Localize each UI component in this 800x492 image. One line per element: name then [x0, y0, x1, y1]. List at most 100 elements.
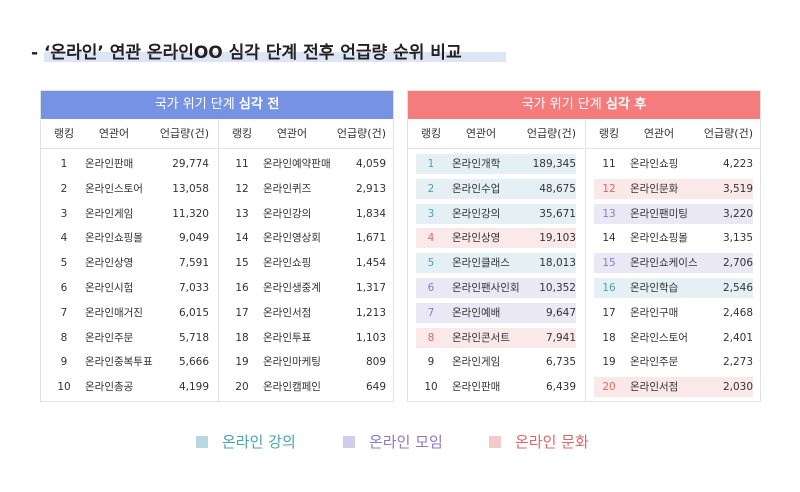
count-cell: 13,058 — [172, 182, 209, 195]
rank-cell: 17 — [602, 306, 616, 319]
count-cell: 1,213 — [355, 306, 386, 319]
count-cell: 19,103 — [539, 232, 576, 245]
count-cell: 3,135 — [722, 232, 753, 245]
header-count: 언급량(건) — [703, 127, 753, 140]
rank-cell: 13 — [235, 207, 249, 220]
panel-after-heading: 국가 위기 단계 심각 후 — [408, 91, 760, 119]
table-row: 3 온라인강의 35,671 — [416, 203, 576, 224]
count-cell: 6,439 — [545, 381, 576, 394]
word-cell: 온라인개학 — [452, 158, 501, 170]
count-cell: 3,220 — [722, 207, 753, 220]
rank-cell: 5 — [60, 257, 68, 270]
count-cell: 4,223 — [722, 158, 753, 170]
table-row: 8 온라인주문 5,718 — [49, 328, 209, 348]
word-cell: 온라인쇼핑 — [263, 257, 312, 270]
count-cell: 2,546 — [722, 281, 753, 294]
word-cell: 온라인예약판매 — [263, 158, 331, 170]
word-cell: 온라인콘서트 — [452, 331, 510, 344]
rank-cell: 7 — [427, 306, 435, 319]
table-row: 1 온라인개학 189,345 — [416, 154, 576, 174]
word-cell: 온라인서점 — [630, 381, 679, 394]
table-row: 4 온라인쇼핑몰 9,049 — [49, 228, 209, 248]
count-cell: 1,671 — [355, 232, 386, 245]
word-cell: 온라인판매 — [85, 158, 134, 170]
word-cell: 온라인게임 — [452, 356, 501, 369]
panel-after: 국가 위기 단계 심각 후 랭킹 연관어 언급량(건) 1 온라인개학 189,34… — [407, 90, 761, 402]
header-count: 언급량(건) — [159, 127, 209, 140]
table-row: 11 온라인쇼핑 4,223 — [594, 154, 753, 174]
rank-cell: 9 — [427, 356, 435, 369]
rank-cell: 7 — [60, 306, 68, 319]
rank-cell: 4 — [427, 232, 435, 245]
table-row: 16 온라인생중계 1,317 — [227, 278, 386, 298]
header-rank: 랭킹 — [53, 127, 75, 140]
table-header: 랭킹 연관어 언급량(건) — [586, 119, 761, 149]
count-cell: 2,273 — [722, 356, 753, 369]
word-cell: 온라인서점 — [263, 306, 312, 319]
rank-cell: 3 — [427, 207, 435, 220]
table-row: 6 온라인시험 7,033 — [49, 278, 209, 298]
rank-cell: 18 — [235, 331, 249, 344]
table-row: 9 온라인중복투표 5,666 — [49, 352, 209, 372]
rank-cell: 14 — [235, 232, 249, 245]
rank-cell: 17 — [235, 306, 249, 319]
word-cell: 온라인구매 — [630, 306, 679, 319]
before-column-1: 랭킹 연관어 언급량(건) 1 온라인판매 29,774 2 온라인스토어 13,058 3… — [41, 119, 217, 401]
header-rank: 랭킹 — [231, 127, 253, 140]
count-cell: 9,647 — [545, 306, 576, 319]
rank-cell: 15 — [602, 257, 616, 270]
count-cell: 1,317 — [355, 281, 386, 294]
rank-cell: 3 — [60, 207, 68, 220]
rank-cell: 19 — [602, 356, 616, 369]
table-row: 13 온라인팬미팅 3,220 — [594, 203, 753, 224]
rank-cell: 1 — [427, 158, 435, 170]
table-row: 8 온라인콘서트 7,941 — [416, 327, 576, 348]
count-cell: 7,591 — [178, 257, 209, 270]
rank-cell: 1 — [60, 158, 68, 170]
word-cell: 온라인영상회 — [263, 232, 321, 245]
rank-cell: 2 — [427, 182, 435, 195]
rank-cell: 14 — [602, 232, 616, 245]
count-cell: 1,454 — [355, 257, 386, 270]
table-row: 5 온라인상영 7,591 — [49, 253, 209, 273]
header-rank: 랭킹 — [420, 127, 442, 140]
count-cell: 2,030 — [722, 381, 753, 394]
rank-cell: 10 — [424, 381, 438, 394]
count-cell: 2,468 — [722, 306, 753, 319]
rank-cell: 13 — [602, 207, 616, 220]
table-row: 2 온라인스토어 13,058 — [49, 179, 209, 199]
table-row: 15 온라인쇼핑 1,454 — [227, 253, 386, 273]
count-cell: 48,675 — [539, 182, 576, 195]
table-row: 20 온라인서점 2,030 — [594, 377, 753, 398]
word-cell: 온라인수업 — [452, 182, 501, 195]
rank-cell: 8 — [427, 331, 435, 344]
table-row: 11 온라인예약판매 4,059 — [227, 154, 386, 174]
legend-swatch — [489, 436, 501, 448]
table-row: 4 온라인상영 19,103 — [416, 228, 576, 249]
count-cell: 809 — [365, 356, 386, 369]
header-count: 언급량(건) — [526, 127, 576, 140]
table-row: 2 온라인수업 48,675 — [416, 178, 576, 199]
count-cell: 18,013 — [539, 257, 576, 270]
legend-label: 온라인 모임 — [369, 433, 443, 451]
table-row: 17 온라인서점 1,213 — [227, 303, 386, 323]
count-cell: 2,706 — [722, 257, 753, 270]
header-rank: 랭킹 — [598, 127, 620, 140]
word-cell: 온라인팬사인회 — [452, 281, 520, 294]
rank-cell: 8 — [60, 331, 68, 344]
rank-cell: 16 — [235, 281, 249, 294]
word-cell: 온라인투표 — [263, 331, 312, 344]
count-cell: 189,345 — [532, 158, 576, 170]
table-row: 7 온라인예배 9,647 — [416, 302, 576, 323]
word-cell: 온라인쇼핑 — [630, 158, 679, 170]
count-cell: 7,941 — [545, 331, 576, 344]
word-cell: 온라인쇼케이스 — [630, 257, 698, 270]
before-column-2: 랭킹 연관어 언급량(건) 11 온라인예약판매 4,059 12 온라인퀴즈 2,913… — [218, 119, 394, 401]
panel-before-heading-bold: 심각 전 — [238, 97, 280, 112]
count-cell: 4,199 — [178, 381, 209, 394]
panel-after-heading-bold: 심각 후 — [605, 97, 647, 112]
count-cell: 11,320 — [172, 207, 209, 220]
word-cell: 온라인퀴즈 — [263, 182, 312, 195]
legend-label: 온라인 강의 — [222, 433, 296, 451]
count-cell: 6,015 — [178, 306, 209, 319]
